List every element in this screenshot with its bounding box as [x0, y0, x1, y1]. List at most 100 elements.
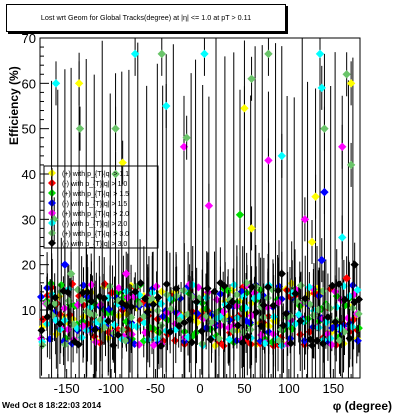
- outlier-data-point: [111, 169, 120, 179]
- bulk-data-point: [225, 335, 234, 344]
- bulk-data-point: [210, 287, 219, 296]
- bulk-data-point: [57, 280, 66, 289]
- outlier-data-point: [75, 124, 85, 133]
- bulk-data-point: [345, 334, 354, 343]
- bulk-data-point: [87, 280, 96, 289]
- bulk-data-point: [105, 305, 114, 314]
- bulk-data-point: [87, 297, 96, 306]
- bulk-data-point: [239, 292, 248, 301]
- x-tick-label: 0: [196, 381, 203, 396]
- bulk-data-point: [207, 318, 216, 327]
- x-tick-label: 50: [237, 381, 251, 396]
- bulk-data-point: [259, 301, 268, 310]
- y-axis-label-container: Efficiency (%): [6, 66, 21, 145]
- outlier-data-point: [162, 101, 171, 111]
- outlier-data-point: [74, 79, 84, 88]
- outlier-data-point: [320, 187, 329, 197]
- bulk-data-point: [90, 325, 99, 334]
- y-tick-label: 30: [22, 212, 36, 227]
- legend-entry-label: (+) with p_{T}|q| > 1.5: [62, 191, 129, 198]
- bulk-data-point: [135, 340, 144, 349]
- bulk-data-point: [118, 325, 127, 334]
- bulk-data-point: [121, 336, 130, 345]
- bulk-data-point: [152, 282, 161, 291]
- legend-box: [43, 165, 159, 249]
- bulk-data-point: [83, 292, 92, 301]
- outlier-data-point: [204, 201, 214, 210]
- bulk-data-point: [260, 339, 269, 348]
- bulk-data-point: [219, 341, 228, 350]
- y-axis-label: Efficiency (%): [7, 66, 21, 145]
- bulk-data-point: [247, 283, 256, 292]
- outlier-data-point: [350, 260, 359, 269]
- bulk-data-point: [252, 308, 261, 317]
- outlier-data-point: [60, 260, 70, 269]
- bulk-data-point: [353, 286, 362, 295]
- bulk-data-point: [203, 284, 212, 293]
- bulk-data-point: [313, 336, 322, 345]
- outlier-data-point: [317, 83, 326, 93]
- outlier-data-point: [346, 160, 356, 170]
- bulk-data-point: [286, 339, 295, 348]
- bulk-data-point: [73, 285, 82, 294]
- bulk-data-point: [202, 312, 211, 321]
- outlier-data-point: [317, 255, 326, 265]
- chart-title: Lost wrt Geom for Global Tracks(degree) …: [40, 13, 252, 22]
- bulk-data-point: [114, 330, 123, 339]
- outlier-data-point: [122, 269, 131, 278]
- bulk-data-point: [50, 299, 59, 308]
- bulk-data-point: [188, 338, 197, 347]
- bulk-data-point: [154, 293, 163, 302]
- legend-entry-label: (-) with p_{T}|q| > 3.0: [62, 241, 127, 248]
- bulk-data-point: [282, 309, 291, 318]
- bulk-data-point: [166, 327, 175, 336]
- outlier-data-point: [240, 104, 249, 113]
- bulk-data-point: [135, 299, 144, 308]
- bulk-data-point: [74, 340, 83, 349]
- bulk-data-point: [219, 307, 228, 316]
- y-tick-label: 10: [22, 303, 36, 318]
- bulk-data-point: [172, 284, 181, 293]
- bulk-data-point: [143, 308, 152, 317]
- bulk-data-point: [139, 312, 148, 321]
- y-tick-label: 20: [22, 258, 36, 273]
- bulk-data-point: [163, 290, 172, 299]
- x-tick-label: -50: [146, 381, 165, 396]
- bulk-data-point: [153, 306, 162, 315]
- bulk-data-point: [211, 341, 220, 350]
- x-tick-label: -150: [54, 381, 80, 396]
- bulk-data-point: [318, 339, 327, 348]
- legend-entry-label: (-) with p_{T}|q| > 1.5: [62, 201, 127, 208]
- bulk-data-point: [247, 311, 256, 320]
- outlier-data-point: [342, 274, 351, 283]
- outlier-data-point: [300, 215, 310, 224]
- x-axis-label: φ (degree): [332, 399, 392, 413]
- y-tick-label: 40: [22, 167, 36, 182]
- legend-entry-label: (+) with p_{T}|q| > 1.1: [62, 171, 129, 178]
- outlier-data-point: [338, 233, 347, 242]
- outlier-data-point: [111, 124, 120, 133]
- outlier-data-point: [179, 142, 189, 151]
- bulk-data-point: [110, 320, 119, 329]
- outlier-data-point: [311, 192, 320, 201]
- bulk-data-point: [323, 313, 332, 322]
- outlier-data-point: [342, 70, 351, 79]
- bulk-data-point: [354, 295, 363, 304]
- bulk-data-point: [43, 312, 52, 321]
- bulk-data-point: [77, 296, 86, 305]
- x-tick-label: -100: [98, 381, 124, 396]
- bulk-data-point: [335, 336, 344, 345]
- legend-entry-label: (+) with p_{T}|q| > 2.0: [62, 211, 129, 218]
- legend-entry-label: (+) with p_{T}|q| > 3.0: [62, 231, 129, 238]
- outlier-data-point: [264, 156, 273, 165]
- bulk-data-point: [136, 279, 145, 288]
- outlier-data-point: [235, 210, 245, 219]
- bulk-data-point: [319, 287, 328, 296]
- outlier-data-point: [51, 79, 61, 88]
- legend-entry-label: (-) with p_{T}|q| > 2.0: [62, 221, 127, 228]
- bulk-data-point: [239, 328, 248, 337]
- bulk-data-point: [334, 280, 343, 289]
- bulk-data-point: [308, 341, 317, 350]
